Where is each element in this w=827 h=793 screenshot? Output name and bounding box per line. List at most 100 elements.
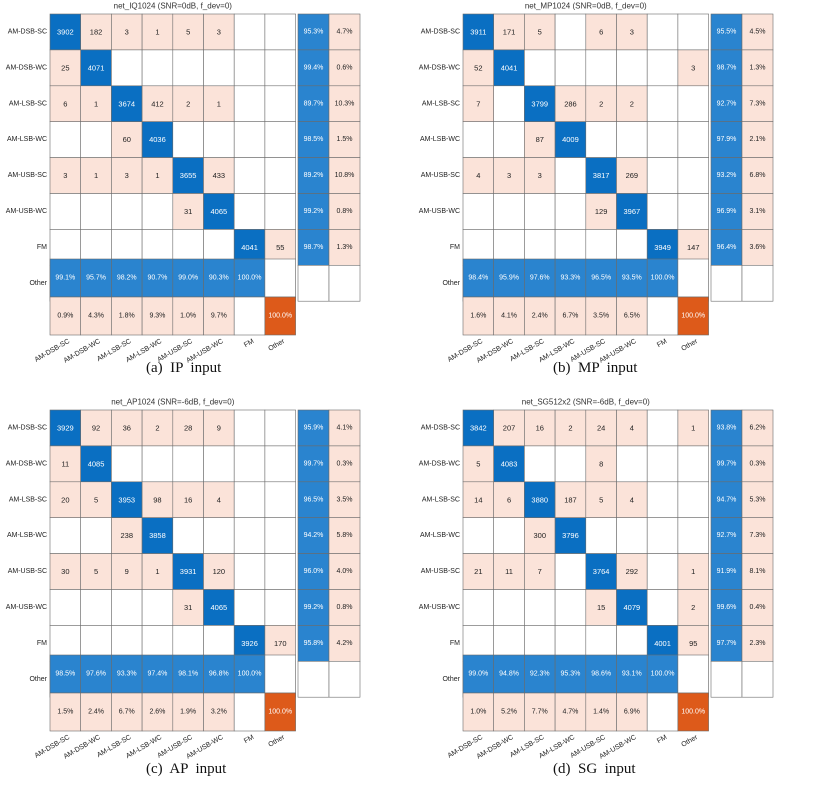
cell-value: 52 <box>474 63 482 72</box>
cell-r2-c3 <box>141 85 174 123</box>
cell-value: 3799 <box>531 99 548 108</box>
cell-r5-c5 <box>616 193 648 230</box>
cell-value: 2 <box>630 99 634 108</box>
row-label: AM-DSB-SC <box>421 424 460 431</box>
col-summary-bottom-c1 <box>80 296 112 336</box>
col-summary-top-c2 <box>524 654 556 694</box>
row-label: AM-USB-SC <box>421 172 460 179</box>
cell-r3-c4 <box>172 121 204 158</box>
cell-value: 3 <box>538 171 542 180</box>
row-label: AM-USB-SC <box>8 172 47 179</box>
cell-r2-c1 <box>493 85 525 123</box>
col-summary-bottom-value: 100.0% <box>268 709 292 716</box>
row-summary-r1-k1 <box>741 49 774 87</box>
row-summary-value: 99.7% <box>717 460 737 467</box>
col-summary-top-c7 <box>264 654 296 694</box>
cell-r0-c1 <box>80 409 112 447</box>
cell-r1-c3 <box>141 49 174 87</box>
row-summary-r6-k1 <box>328 625 361 662</box>
row-summary-r6-k1 <box>741 229 774 266</box>
col-summary-bottom-value: 2.4% <box>532 313 548 320</box>
cell-value: 5 <box>94 567 98 576</box>
col-summary-bottom-value: 1.6% <box>470 313 486 320</box>
cell-r1-c6 <box>646 49 679 87</box>
cell-r0-c1 <box>493 13 525 51</box>
cell-value: 8 <box>599 459 603 468</box>
cell-r4-c3 <box>141 157 174 194</box>
cell-value: 4 <box>476 171 480 180</box>
row-summary-value: 94.7% <box>717 496 737 503</box>
cell-r3-c4 <box>585 121 617 158</box>
col-label: FM <box>243 734 255 745</box>
col-summary-top-value: 99.0% <box>178 275 198 282</box>
cell-r4-c4 <box>172 157 204 194</box>
cell-r4-c5 <box>203 553 235 590</box>
col-summary-top-value: 93.3% <box>561 275 581 282</box>
cell-r1-c6 <box>233 445 266 483</box>
cell-value: 1 <box>94 99 98 108</box>
cell-value: 6 <box>599 27 603 36</box>
row-summary-r7-k0 <box>710 660 743 698</box>
cell-value: 3764 <box>593 567 610 576</box>
cell-r4-c2 <box>111 553 143 590</box>
col-label: Other <box>680 338 699 353</box>
row-label: AM-USB-WC <box>419 208 460 215</box>
row-label: AM-LSB-WC <box>420 136 460 143</box>
cell-value: 1 <box>94 171 98 180</box>
cell-r4-c0 <box>462 553 495 590</box>
cell-r2-c2 <box>524 481 556 519</box>
row-label: AM-DSB-WC <box>419 64 460 71</box>
cell-r1-c1 <box>80 49 112 87</box>
row-summary-r5-k1 <box>328 193 361 230</box>
col-summary-top-c0 <box>49 258 82 298</box>
cell-value: 4071 <box>88 63 105 72</box>
row-summary-r0-k1 <box>328 13 361 51</box>
cell-r1-c0 <box>462 49 495 87</box>
col-summary-top-c3 <box>554 258 587 298</box>
row-summary-r6-k1 <box>328 229 361 266</box>
row-summary-value: 1.3% <box>750 64 766 71</box>
cell-r5-c1 <box>80 589 112 626</box>
row-summary-r1-k0 <box>710 49 743 87</box>
cell-r1-c5 <box>616 445 648 483</box>
cell-r1-c2 <box>111 445 143 483</box>
col-summary-top-value: 93.3% <box>117 671 137 678</box>
row-summary-value: 97.7% <box>717 640 737 647</box>
cell-value: 2 <box>186 99 190 108</box>
cell-value: 30 <box>61 567 69 576</box>
row-summary-r7-k0 <box>710 264 743 302</box>
row-label: AM-LSB-SC <box>9 100 47 107</box>
col-summary-bottom-c3 <box>141 692 174 732</box>
cell-value: 1 <box>155 171 159 180</box>
cell-r5-c7 <box>264 193 296 230</box>
cell-r4-c0 <box>49 157 82 194</box>
cell-r1-c6 <box>646 445 679 483</box>
col-summary-top-c1 <box>493 258 525 298</box>
cell-value: 5 <box>538 27 542 36</box>
col-summary-top-value: 95.7% <box>86 275 106 282</box>
cell-value: 1 <box>691 567 695 576</box>
cell-value: 207 <box>503 423 516 432</box>
row-summary-r3-k0 <box>710 517 743 554</box>
col-summary-top-value: 90.7% <box>148 275 168 282</box>
cell-value: 20 <box>61 495 69 504</box>
cell-r2-c6 <box>233 481 266 519</box>
cell-r1-c5 <box>616 49 648 87</box>
row-summary-r4-k0 <box>297 157 330 194</box>
cell-r3-c1 <box>493 517 525 554</box>
col-summary-bottom-c7 <box>264 692 296 732</box>
cell-value: 92 <box>92 423 100 432</box>
col-summary-bottom-c6 <box>233 692 266 732</box>
cell-value: 2 <box>155 423 159 432</box>
cell-value: 3817 <box>593 171 610 180</box>
col-summary-top-value: 100.0% <box>651 671 675 678</box>
col-summary-top-c5 <box>203 258 235 298</box>
cell-r5-c6 <box>233 193 266 230</box>
cell-value: 3 <box>507 171 511 180</box>
cell-r1-c7 <box>264 49 296 87</box>
cell-value: 6 <box>507 495 511 504</box>
row-summary-r5-k0 <box>297 193 330 230</box>
cell-r2-c1 <box>80 85 112 123</box>
caption-d: (d) SG input <box>553 761 636 777</box>
row-summary-value: 99.2% <box>304 208 324 215</box>
